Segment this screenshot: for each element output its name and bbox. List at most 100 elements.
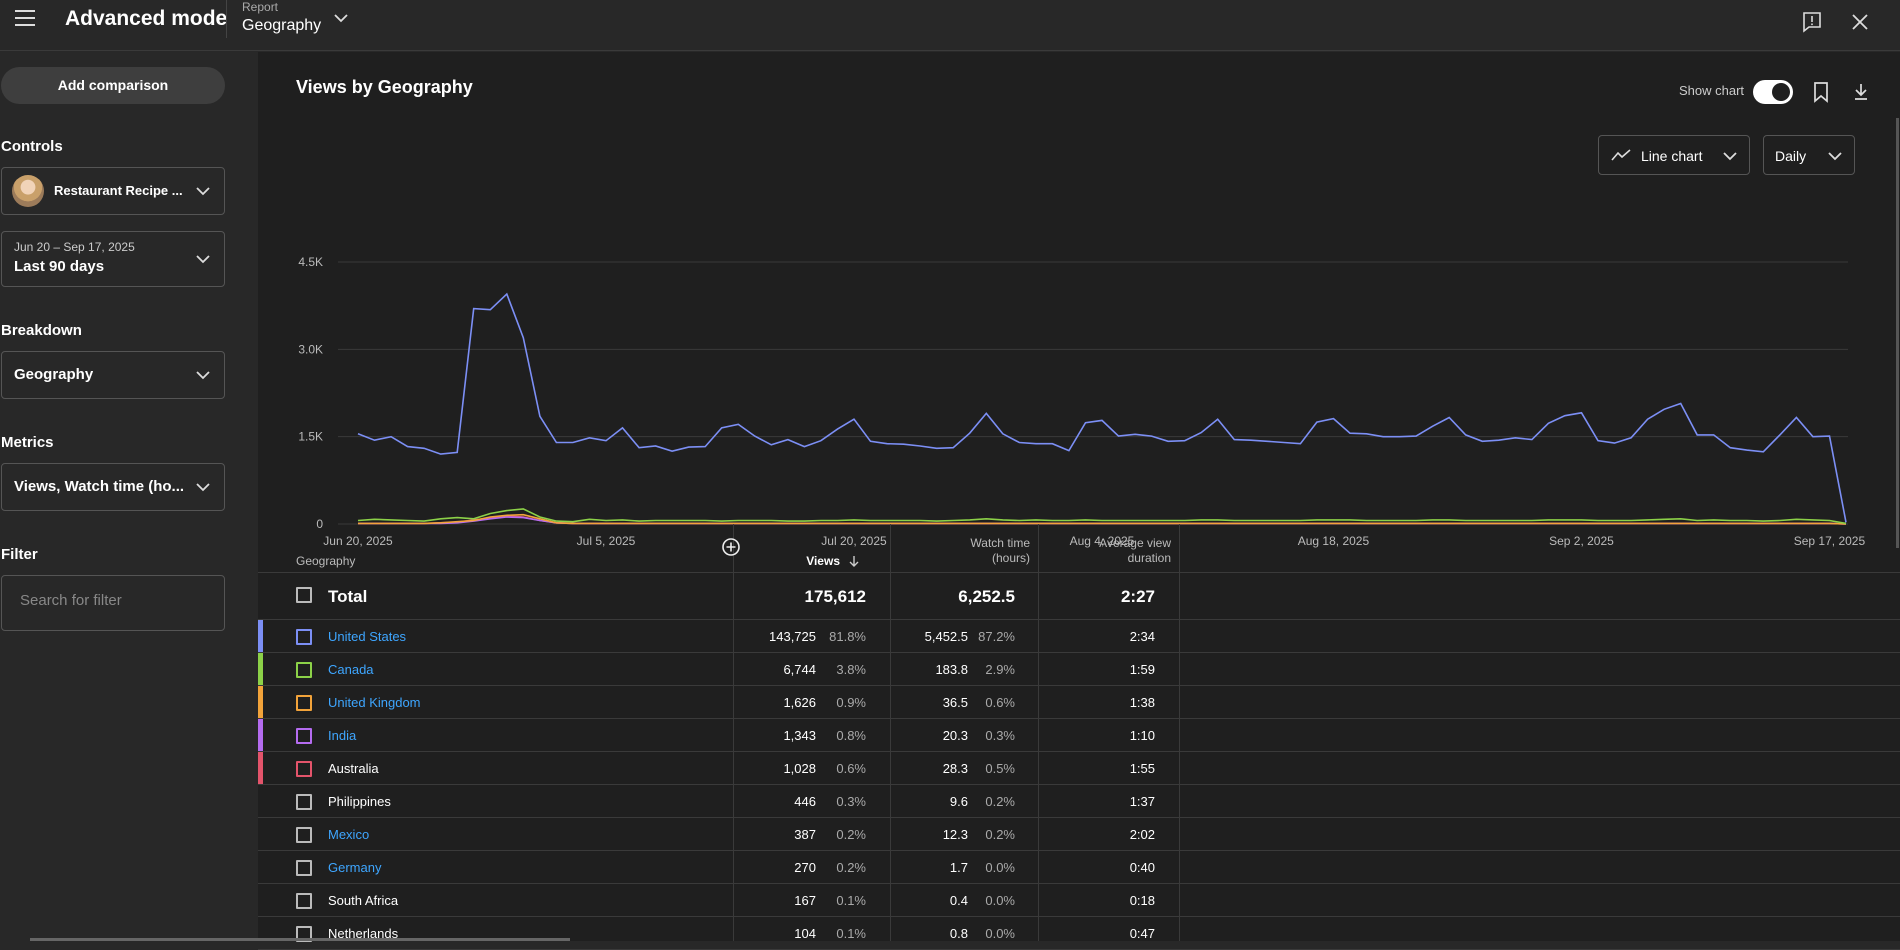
channel-selector[interactable]: Restaurant Recipe ... [1, 167, 225, 215]
chevron-down-icon [196, 371, 210, 380]
horizontal-scrollbar[interactable] [30, 938, 570, 941]
chart-type-selector[interactable]: Line chart [1598, 135, 1750, 175]
x-tick-label: Aug 18, 2025 [1298, 534, 1370, 548]
total-avd: 2:27 [1120, 587, 1155, 606]
row-checkbox[interactable] [296, 893, 312, 909]
add-metric-icon[interactable] [721, 537, 741, 557]
chevron-down-icon [1828, 152, 1842, 161]
series-color-stripe [258, 719, 263, 751]
row-avd: 0:18 [1129, 893, 1155, 908]
report-selector[interactable]: Geography [242, 17, 322, 34]
chevron-down-icon [196, 187, 210, 196]
row-views: 143,725 [769, 629, 816, 644]
row-watch-pct: 0.2% [985, 794, 1015, 809]
table-row: South Africa 167 0.1% 0.4 0.0% 0:18 [258, 884, 1900, 917]
period-selector[interactable]: Daily [1763, 135, 1855, 175]
row-watch-pct: 0.0% [985, 893, 1015, 908]
row-views: 6,744 [783, 662, 816, 677]
filter-search-input[interactable] [20, 592, 210, 609]
row-checkbox[interactable] [296, 728, 312, 744]
geography-header: Geography [296, 554, 356, 568]
row-views-pct: 0.8% [836, 728, 866, 743]
arrow-down-icon[interactable] [847, 554, 861, 568]
row-country: South Africa [328, 893, 399, 908]
row-views: 270 [794, 860, 816, 875]
row-country[interactable]: Mexico [328, 827, 370, 842]
row-checkbox[interactable] [296, 794, 312, 810]
menu-icon[interactable] [12, 6, 42, 36]
row-views: 387 [794, 827, 816, 842]
row-watch-pct: 0.0% [985, 860, 1015, 875]
breakdown-selector[interactable]: Geography [1, 351, 225, 399]
vertical-scrollbar[interactable] [1896, 118, 1899, 548]
table-row: Mexico 387 0.2% 12.3 0.2% 2:02 [258, 818, 1900, 851]
x-tick-label: Jun 20, 2025 [323, 534, 393, 548]
row-country[interactable]: Germany [328, 860, 382, 875]
chevron-down-icon[interactable] [333, 12, 349, 24]
row-views-pct: 0.1% [836, 926, 866, 941]
row-avd: 1:38 [1129, 695, 1155, 710]
row-watch-time: 20.3 [942, 728, 968, 743]
watch-time-header-line1: Watch time [970, 536, 1030, 550]
watch-time-header-line2: (hours) [991, 551, 1030, 565]
line-chart-icon [1611, 149, 1631, 161]
breakdown-label: Breakdown [1, 322, 82, 339]
y-tick-label: 0 [316, 517, 323, 531]
period-value: Daily [1775, 148, 1807, 164]
row-watch-time: 5,452.5 [924, 629, 968, 644]
row-watch-pct: 0.2% [985, 827, 1015, 842]
row-watch-time: 36.5 [942, 695, 968, 710]
row-country[interactable]: India [328, 728, 357, 743]
main-panel: Views by Geography Show chart Line chart… [258, 52, 1900, 950]
avd-header-line2: duration [1127, 551, 1171, 565]
controls-label: Controls [1, 138, 63, 155]
row-country: Philippines [328, 794, 391, 809]
watch-time-header[interactable]: Watch time (hours) [898, 536, 1030, 566]
avd-header[interactable]: Average view duration [1048, 536, 1171, 566]
metrics-value: Views, Watch time (ho... [14, 478, 184, 495]
row-avd: 0:40 [1129, 860, 1155, 875]
series-color-stripe [258, 620, 263, 652]
table-row: India 1,343 0.8% 20.3 0.3% 1:10 [258, 719, 1900, 752]
header-divider [226, 0, 227, 38]
close-icon[interactable] [1848, 10, 1872, 34]
row-checkbox[interactable] [296, 629, 312, 645]
series-line-united-kingdom [358, 513, 1847, 525]
row-country[interactable]: United Kingdom [328, 695, 421, 710]
row-checkbox[interactable] [296, 761, 312, 777]
row-avd: 1:10 [1129, 728, 1155, 743]
views-header[interactable]: Views [806, 554, 840, 568]
show-chart-label: Show chart [1679, 83, 1745, 98]
filter-search-box[interactable] [1, 575, 225, 631]
bookmark-icon[interactable] [1810, 80, 1832, 104]
row-views: 1,028 [783, 761, 816, 776]
row-views: 1,343 [783, 728, 816, 743]
table-row: Germany 270 0.2% 1.7 0.0% 0:40 [258, 851, 1900, 884]
add-comparison-button[interactable]: Add comparison [1, 67, 225, 104]
show-chart-toggle[interactable] [1753, 80, 1793, 104]
x-tick-label: Sep 17, 2025 [1794, 534, 1866, 548]
date-range-selector[interactable]: Jun 20 – Sep 17, 2025 Last 90 days [1, 231, 225, 287]
table-row: United States 143,725 81.8% 5,452.5 87.2% 2:3… [258, 620, 1900, 653]
row-avd: 1:37 [1129, 794, 1155, 809]
row-country[interactable]: United States [328, 629, 407, 644]
chart-title: Views by Geography [296, 77, 473, 97]
row-checkbox[interactable] [296, 860, 312, 876]
table-row: United Kingdom 1,626 0.9% 36.5 0.6% 1:38 [258, 686, 1900, 719]
row-checkbox[interactable] [296, 695, 312, 711]
series-line-canada [357, 508, 1847, 525]
series-color-stripe [258, 653, 263, 685]
row-checkbox[interactable] [296, 827, 312, 843]
table-row: Philippines 446 0.3% 9.6 0.2% 1:37 [258, 785, 1900, 818]
row-watch-time: 183.8 [935, 662, 968, 677]
feedback-icon[interactable] [1800, 10, 1824, 34]
total-label: Total [328, 587, 368, 606]
total-views: 175,612 [804, 587, 866, 606]
row-watch-time: 12.3 [942, 827, 968, 842]
total-checkbox[interactable] [296, 587, 312, 603]
download-icon[interactable] [1850, 80, 1872, 104]
row-checkbox[interactable] [296, 662, 312, 678]
metrics-selector[interactable]: Views, Watch time (ho... [1, 463, 225, 511]
row-country[interactable]: Canada [328, 662, 374, 677]
row-views: 167 [794, 893, 816, 908]
